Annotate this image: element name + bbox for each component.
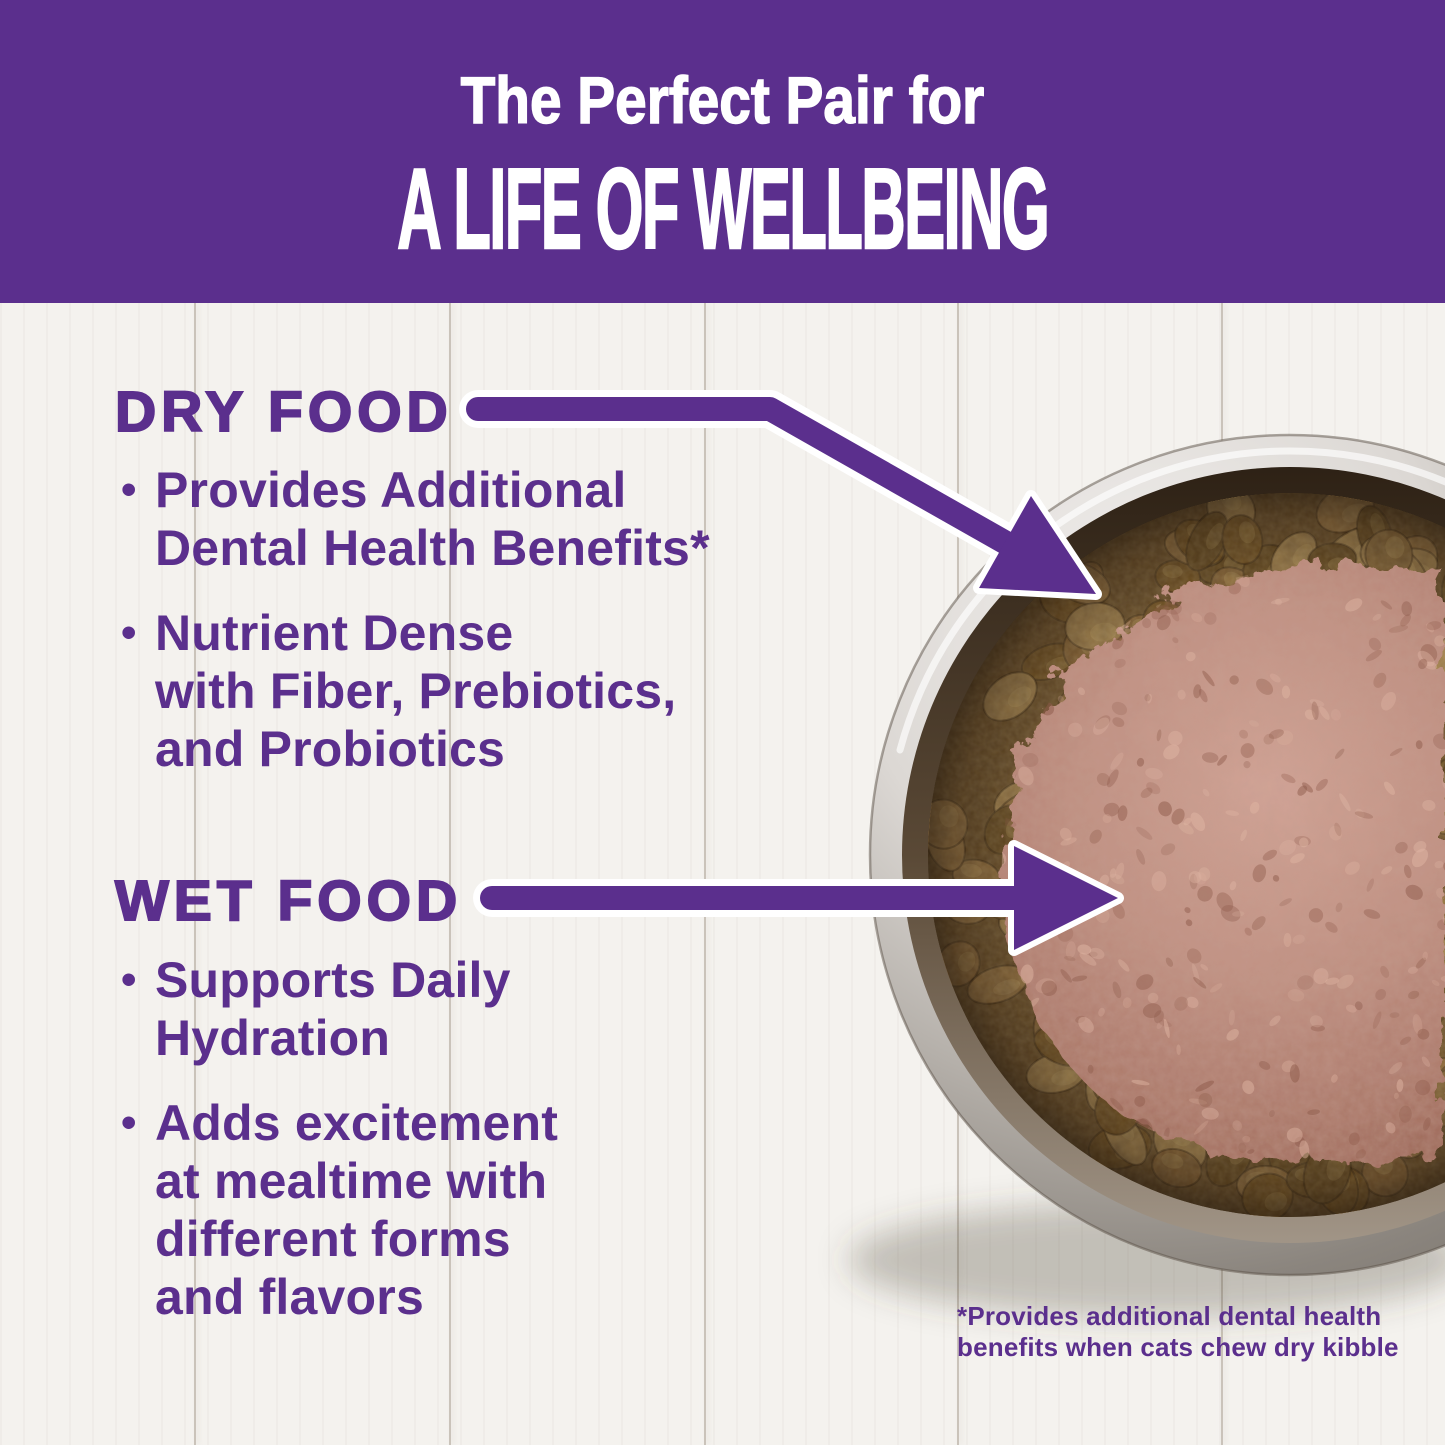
bullet-text: Provides Additional Dental Health Benefi… (155, 462, 710, 576)
bullet-item: • Nutrient Dense with Fiber, Prebiotics,… (121, 604, 676, 778)
wet-food-mound (1001, 565, 1445, 1160)
wet-food-heading: WET FOOD (114, 869, 463, 933)
bullet-marker: • (121, 1098, 137, 1147)
dry-food-heading: DRY FOOD (114, 380, 453, 444)
plank-line (704, 303, 706, 1445)
bullet-item: • Supports Daily Hydration (121, 951, 511, 1067)
bullet-text: Adds excitement at mealtime with differe… (155, 1095, 559, 1325)
dry-food-arrow (459, 390, 1102, 600)
wet-food-section: WET FOOD (114, 869, 463, 933)
wet-food-arrow (473, 840, 1124, 956)
footnote: *Provides additional dental health benef… (957, 1301, 1399, 1362)
dry-food-section: DRY FOOD (114, 380, 453, 444)
header-banner: The Perfect Pair for A LIFE OF WELLBEING (0, 0, 1445, 303)
plank-line (449, 303, 451, 1445)
bullet-marker: • (121, 955, 137, 1004)
bullet-item: • Provides Additional Dental Health Bene… (121, 461, 710, 577)
bullet-marker: • (121, 465, 137, 514)
bullet-marker: • (121, 608, 137, 657)
header-title: A LIFE OF WELLBEING (396, 146, 1050, 273)
header-subtitle: The Perfect Pair for (460, 63, 985, 137)
plank-line (194, 303, 196, 1445)
bullet-text: Nutrient Dense with Fiber, Prebiotics, a… (155, 605, 677, 777)
bullet-item: • Adds excitement at mealtime with diffe… (121, 1094, 558, 1326)
bullet-text: Supports Daily Hydration (155, 952, 511, 1066)
